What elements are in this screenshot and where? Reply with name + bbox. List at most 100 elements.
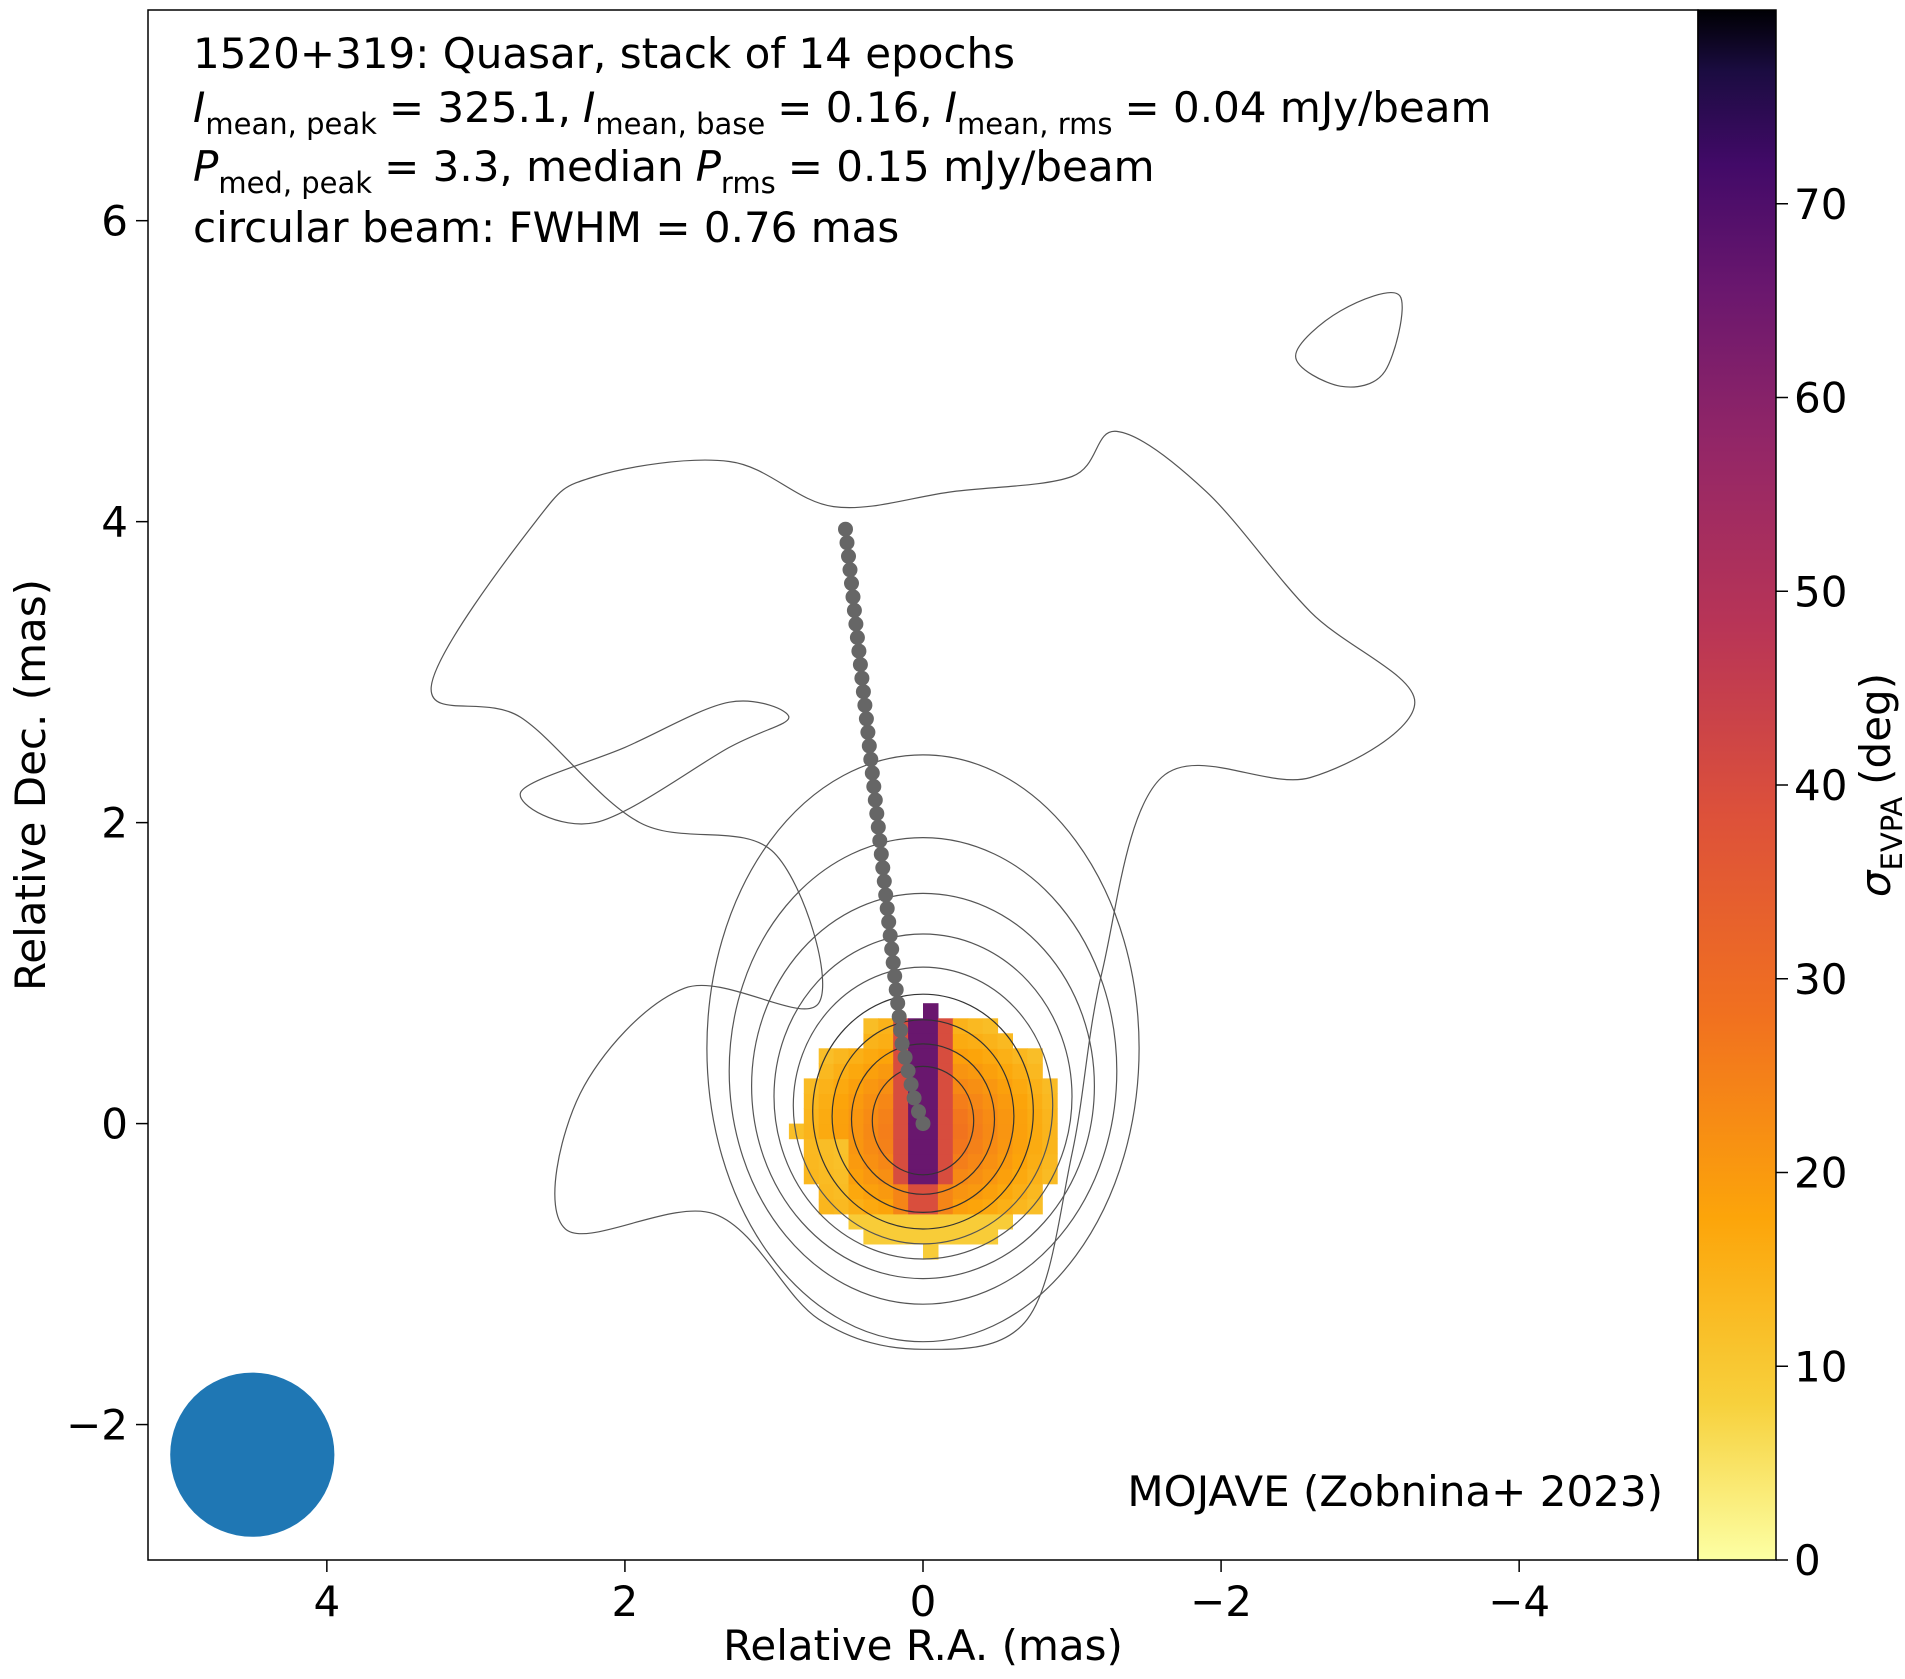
evpa-pixel: [982, 1033, 999, 1049]
evpa-pixel: [908, 1213, 924, 1230]
i-symbol-2: I: [583, 83, 595, 132]
p-peak-value: = 3.3, median: [384, 142, 683, 191]
evpa-pixel: [952, 1228, 969, 1245]
annotation-block: 1520+319: Quasar, stack of 14 epochs Ime…: [193, 29, 1491, 252]
evpa-pixel: [997, 1123, 1013, 1140]
i-symbol-3: I: [945, 83, 957, 132]
evpa-pixel: [997, 1213, 1013, 1230]
ridge-point: [884, 941, 900, 957]
annotation-beam-line: circular beam: FWHM = 0.76 mas: [193, 203, 899, 252]
evpa-pixel: [863, 1213, 879, 1230]
contour-ring: [728, 837, 1118, 1305]
ridge-point: [887, 968, 903, 984]
ridge-point: [875, 860, 891, 876]
evpa-pixel: [952, 1198, 969, 1215]
evpa-pixel: [1027, 1198, 1043, 1215]
annotation-title: 1520+319: Quasar, stack of 14 epochs: [193, 29, 1015, 78]
ridge-point: [894, 1036, 910, 1052]
ridge-point: [872, 833, 888, 849]
evpa-pixel: [923, 1183, 939, 1200]
ridge-point: [900, 1063, 916, 1079]
i-base-sub: mean, base: [595, 107, 765, 141]
evpa-pixel: [893, 1153, 909, 1170]
evpa-pixel: [803, 1108, 820, 1125]
evpa-pixel: [982, 1018, 999, 1034]
evpa-pixel: [878, 1093, 894, 1110]
evpa-pixel: [863, 1018, 879, 1034]
evpa-pixel: [967, 1198, 984, 1215]
evpa-pixel: [878, 1033, 894, 1049]
evpa-pixel: [997, 1138, 1013, 1155]
credit-label: MOJAVE (Zobnina+ 2023): [1127, 1467, 1663, 1516]
contour-ring: [831, 1019, 1015, 1213]
evpa-pixel: [967, 1153, 984, 1170]
evpa-pixel: [803, 1153, 820, 1170]
ridge-point: [890, 995, 906, 1011]
contour-ring: [812, 993, 1034, 1230]
evpa-pixel: [982, 1063, 999, 1079]
evpa-pixel: [908, 1168, 924, 1185]
evpa-pixel: [893, 1123, 909, 1140]
ridge-point: [882, 928, 898, 943]
colorbar-tick-label: 40: [1794, 761, 1847, 810]
evpa-pixel: [982, 1198, 999, 1215]
evpa-pixel: [952, 1033, 969, 1049]
evpa-pixel: [923, 1078, 939, 1094]
evpa-pixel: [923, 1228, 939, 1245]
evpa-pixel: [937, 1048, 954, 1064]
evpa-pixel: [967, 1123, 984, 1140]
colorbar-tick-label: 0: [1794, 1536, 1821, 1585]
colorbar: 0 10 20 30 40 50 60 70 σEVPA (deg): [1697, 9, 1905, 1585]
evpa-pixel: [1012, 1063, 1028, 1079]
evpa-pixel: [863, 1153, 879, 1170]
evpa-pixel: [982, 1228, 999, 1245]
evpa-pixel: [848, 1213, 864, 1230]
ridge-point: [903, 1077, 919, 1092]
evpa-pixel: [893, 1168, 909, 1185]
evpa-pixel: [982, 1168, 999, 1185]
ridge-point: [858, 711, 874, 727]
evpa-pixel: [908, 1138, 924, 1155]
ridge-point: [881, 914, 897, 930]
evpa-pixel: [848, 1048, 864, 1064]
ridge-point: [845, 589, 861, 605]
evpa-pixel: [997, 1093, 1013, 1110]
evpa-pixel: [967, 1228, 984, 1245]
evpa-pixel: [937, 1093, 954, 1110]
evpa-pixel: [848, 1168, 864, 1185]
evpa-pixel: [908, 1018, 924, 1034]
colorbar-tick-label: 70: [1794, 180, 1847, 229]
evpa-pixel: [863, 1108, 879, 1125]
evpa-pixel: [863, 1138, 879, 1155]
evpa-pixel: [803, 1123, 820, 1140]
evpa-pixel: [997, 1198, 1013, 1215]
evpa-pixel: [863, 1078, 879, 1094]
colorbar-label-unit: (deg): [1851, 673, 1900, 785]
evpa-pixel: [818, 1168, 835, 1185]
colorbar-label-sub: EVPA: [1875, 797, 1905, 871]
evpa-pixel: [982, 1183, 999, 1200]
evpa-pixel: [982, 1153, 999, 1170]
evpa-pixel: [937, 1123, 954, 1140]
evpa-pixel: [818, 1093, 835, 1110]
evpa-pixel: [908, 1228, 924, 1245]
i-symbol-1: I: [193, 83, 205, 132]
evpa-pixel: [848, 1153, 864, 1170]
ridge-point: [863, 751, 879, 767]
evpa-pixel: [923, 1048, 939, 1064]
ridge-point: [861, 738, 877, 754]
ridge-point: [838, 521, 853, 537]
evpa-pixel: [893, 1138, 909, 1155]
evpa-pixel: [908, 1198, 924, 1215]
evpa-pixel: [863, 1183, 879, 1200]
evpa-pixel: [937, 1183, 954, 1200]
evpa-pixel: [967, 1033, 984, 1049]
evpa-pixel: [952, 1048, 969, 1064]
ridge-point: [891, 1009, 907, 1025]
evpa-pixel: [967, 1183, 984, 1200]
evpa-pixel: [923, 1244, 939, 1260]
evpa-pixel: [952, 1063, 969, 1079]
evpa-pixel: [1012, 1138, 1028, 1155]
ridge-point: [841, 548, 856, 564]
